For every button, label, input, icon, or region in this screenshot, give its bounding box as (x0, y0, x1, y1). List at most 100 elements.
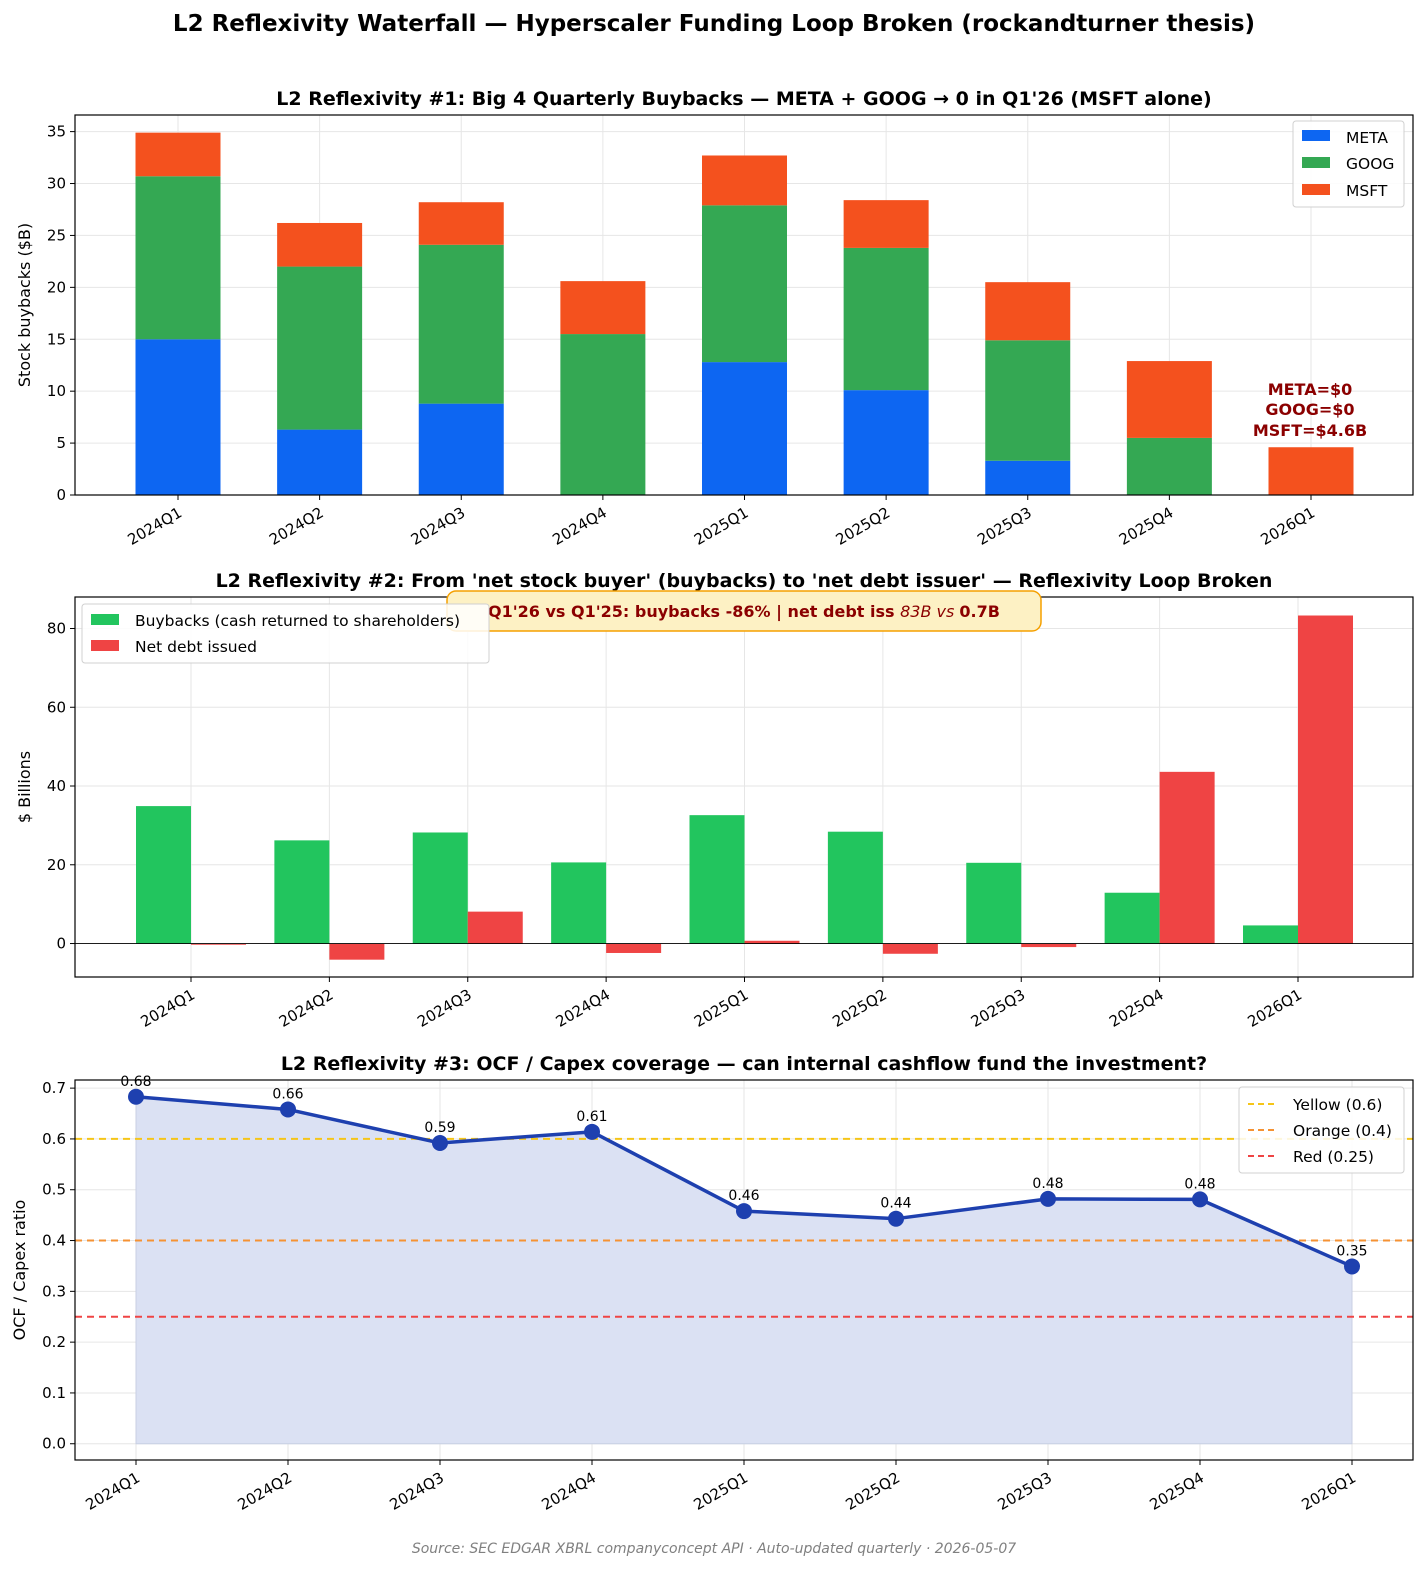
x-tick-label: 2026Q1 (1257, 504, 1318, 549)
legend-label-net-debt: Net debt issued (135, 638, 257, 656)
legend-swatch-net-debt (91, 640, 119, 651)
y-tick-label: 20 (47, 278, 66, 296)
bar-msft (1126, 361, 1212, 438)
bar-buybacks (274, 840, 330, 944)
value-label: 0.48 (1184, 1176, 1215, 1192)
y-tick-label: 25 (47, 226, 66, 244)
value-label: 0.68 (120, 1074, 151, 1090)
panel-2-bars (136, 615, 1353, 960)
legend-box (81, 603, 490, 664)
y-tick-label: 15 (47, 330, 66, 348)
y-tick-label: 0.5 (42, 1181, 66, 1199)
bar-buybacks (827, 831, 883, 944)
x-tick-label: 2025Q1 (690, 1469, 751, 1514)
point-ocf-capex (1344, 1258, 1360, 1275)
panel-2-y-label: $ Billions (15, 751, 34, 823)
bar-goog (560, 334, 646, 495)
bar-msft (560, 281, 646, 335)
legend-label-msft: MSFT (1346, 182, 1388, 200)
x-tick-label: 2025Q2 (833, 504, 894, 549)
bar-buybacks (689, 815, 745, 944)
point-ocf-capex (128, 1088, 144, 1105)
annotation-msft-value: MSFT=$4.6B (1253, 421, 1367, 440)
legend-swatch-goog (1302, 157, 1330, 168)
point-ocf-capex (736, 1203, 752, 1220)
bar-buybacks (136, 806, 191, 944)
y-tick-label: 0 (56, 486, 66, 504)
y-tick-label: 60 (47, 698, 66, 716)
bar-net-debt (329, 943, 385, 960)
bar-goog (1126, 437, 1212, 495)
bar-meta (277, 429, 363, 495)
bar-msft (418, 202, 504, 245)
bar-net-debt (744, 940, 800, 944)
x-tick-label: 2024Q1 (137, 986, 198, 1031)
y-tick-label: 0.7 (42, 1079, 66, 1097)
x-tick-label: 2024Q3 (414, 986, 475, 1031)
x-tick-label: 2024Q1 (124, 504, 185, 549)
point-ocf-capex (888, 1210, 904, 1227)
y-tick-label: 35 (47, 123, 66, 141)
panel-ocf-capex: L2 Reflexivity #3: OCF / Capex coverage … (10, 1053, 1414, 1514)
y-tick-label: 0.1 (42, 1384, 66, 1402)
x-tick-label: 2026Q1 (1298, 1469, 1359, 1514)
bar-msft (277, 222, 363, 267)
bar-net-debt (1021, 943, 1077, 948)
bar-goog (277, 266, 363, 430)
x-tick-label: 2024Q2 (276, 986, 337, 1031)
panel-3-thresholds (75, 1137, 1413, 1318)
x-tick-label: 2025Q4 (1116, 504, 1177, 549)
footer-source: Source: SEC EDGAR XBRL companyconcept AP… (412, 1541, 1016, 1557)
y-tick-label: 40 (47, 777, 66, 795)
panel-2-x-ticks: 2024Q1 2024Q2 2024Q3 2024Q4 2025Q1 2025Q2 2025… (137, 977, 1305, 1031)
annotation-goog-zero: GOOG=$0 (1265, 400, 1354, 419)
panel-1-title: L2 Reflexivity #1: Big 4 Quarterly Buyba… (276, 88, 1211, 110)
legend-label-red: Red (0.25) (1293, 1148, 1374, 1166)
value-label: 0.59 (424, 1120, 455, 1136)
legend-label-orange: Orange (0.4) (1293, 1122, 1392, 1140)
x-tick-label: 2024Q3 (386, 1469, 447, 1514)
y-tick-label: 0.0 (42, 1435, 66, 1453)
panel-1-annotation: META=$0 GOOG=$0 MSFT=$4.6B (1253, 380, 1367, 440)
panel-3-line (128, 1088, 1360, 1275)
y-tick-label: 5 (56, 434, 66, 452)
bar-net-debt (191, 943, 246, 945)
panel-3-value-labels: 0.68 0.66 0.59 0.61 0.46 0.44 0.48 0.48 0.35 (120, 1074, 1367, 1260)
bar-goog (702, 205, 787, 363)
panel-1-y-label: Stock buybacks ($B) (15, 223, 34, 387)
x-tick-label: 2025Q1 (691, 504, 752, 549)
bar-buybacks (412, 832, 468, 944)
annotation-text: Q1'26 vs Q1'25: buybacks -86% | net debt… (488, 602, 1000, 622)
bar-msft (843, 200, 929, 248)
x-tick-label: 2024Q4 (553, 986, 614, 1031)
point-ocf-capex (1040, 1190, 1056, 1207)
bar-meta (418, 403, 504, 495)
x-tick-label: 2025Q2 (829, 986, 890, 1031)
x-tick-label: 2024Q4 (538, 1469, 599, 1514)
panel-3-y-ticks: 0.0 0.1 0.2 0.3 0.4 0.5 0.6 0.7 (42, 1079, 75, 1453)
x-tick-label: 2025Q3 (968, 986, 1029, 1031)
legend-label-yellow: Yellow (0.6) (1292, 1096, 1382, 1114)
bar-buybacks (1243, 925, 1298, 944)
bar-msft (702, 155, 787, 206)
bar-meta (702, 362, 787, 495)
bar-net-debt (1298, 615, 1353, 944)
bar-buybacks (966, 862, 1022, 944)
y-tick-label: 10 (47, 382, 66, 400)
panel-buybacks-stacked: L2 Reflexivity #1: Big 4 Quarterly Buyba… (15, 88, 1414, 549)
bar-goog (135, 176, 221, 340)
panel-2-annotation: Q1'26 vs Q1'25: buybacks -86% | net debt… (446, 590, 1042, 632)
bar-meta (843, 390, 929, 495)
x-tick-label: 2025Q4 (1106, 986, 1167, 1031)
y-tick-label: 0.3 (42, 1282, 66, 1300)
panel-2-y-ticks: 0 20 40 60 80 (47, 620, 75, 953)
point-ocf-capex (584, 1123, 600, 1140)
panel-1-x-ticks: 2024Q1 2024Q2 2024Q3 2024Q4 2025Q1 2025Q2 2025… (124, 495, 1318, 549)
legend-label-buybacks: Buybacks (cash returned to shareholders) (135, 612, 460, 630)
bar-buybacks (1104, 892, 1160, 944)
panel-2-legend: Buybacks (cash returned to shareholders)… (81, 603, 490, 664)
x-tick-label: 2024Q1 (82, 1469, 143, 1514)
bar-goog (418, 244, 504, 404)
